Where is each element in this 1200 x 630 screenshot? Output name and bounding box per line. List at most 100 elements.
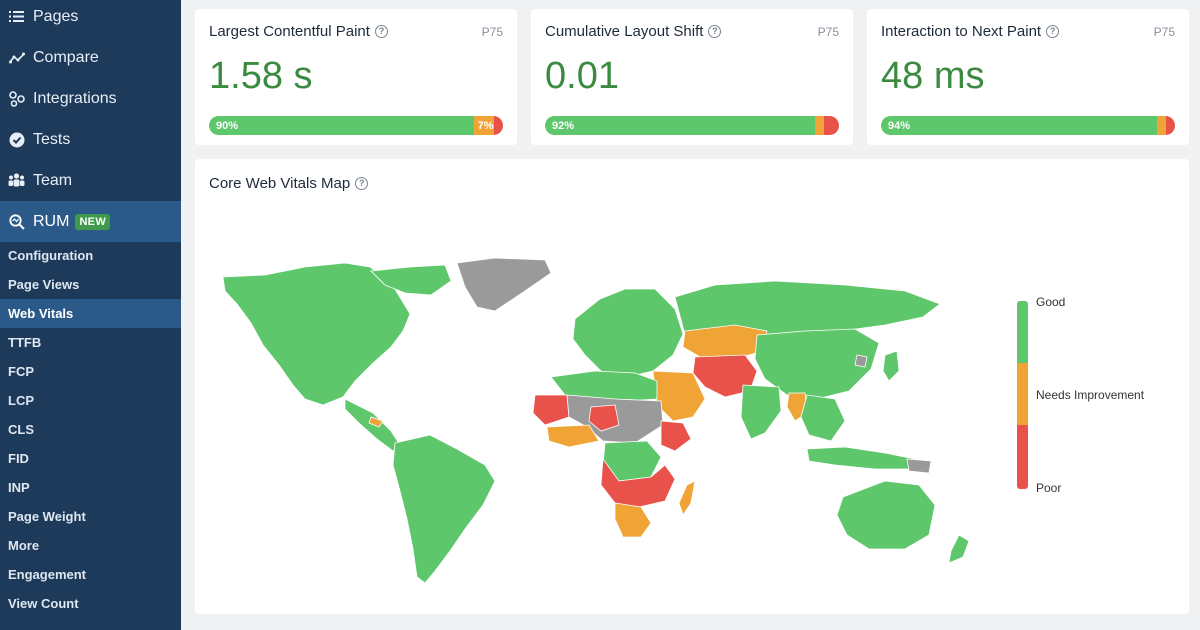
nav-integrations[interactable]: Integrations <box>0 78 181 119</box>
region-india[interactable] <box>740 384 782 440</box>
world-map <box>222 257 970 584</box>
nav-pages[interactable]: Pages <box>0 0 181 37</box>
integrations-icon <box>8 90 25 107</box>
legend-needs-improvement-swatch <box>1017 363 1028 425</box>
needs-improvement-segment: 7% <box>473 116 495 135</box>
metric-card-inp: Interaction to Next Paint ? P75 48 ms 94… <box>867 9 1189 145</box>
metric-title: Largest Contentful Paint ? <box>209 23 388 40</box>
rum-submenu: Configuration Page Views Web Vitals TTFB… <box>0 241 181 618</box>
help-icon[interactable]: ? <box>708 25 722 38</box>
region-europe[interactable] <box>572 288 684 378</box>
good-segment: 94% <box>881 116 1158 135</box>
compare-icon <box>8 49 25 66</box>
region-north-america[interactable] <box>222 262 411 406</box>
submenu-inp[interactable]: INP <box>8 480 30 495</box>
region-southern-africa-orange[interactable] <box>614 502 652 538</box>
submenu-lcp[interactable]: LCP <box>8 393 34 408</box>
nav-team[interactable]: Team <box>0 160 181 201</box>
map-title-text: Core Web Vitals Map <box>209 175 351 192</box>
region-middle-east-poor[interactable] <box>692 354 758 398</box>
submenu-ttfb[interactable]: TTFB <box>8 335 42 350</box>
legend-poor-label: Poor <box>1036 481 1062 495</box>
submenu-page-views[interactable]: Page Views <box>8 277 80 292</box>
good-segment: 92% <box>545 116 816 135</box>
metric-title: Interaction to Next Paint ? <box>881 23 1060 40</box>
good-segment: 90% <box>209 116 474 135</box>
nav-team-label: Team <box>33 171 73 189</box>
nav-compare[interactable]: Compare <box>0 37 181 78</box>
submenu-fid[interactable]: FID <box>8 451 29 466</box>
region-korea-gray[interactable] <box>854 354 868 368</box>
submenu-cls[interactable]: CLS <box>8 422 34 437</box>
submenu-view-count[interactable]: View Count <box>8 596 79 611</box>
percentile-label: P75 <box>817 24 839 39</box>
rum-search-icon <box>8 213 25 230</box>
region-new-guinea-gray[interactable] <box>906 458 932 474</box>
legend-good-swatch <box>1017 301 1028 363</box>
region-nigeria-poor[interactable] <box>588 404 620 432</box>
region-west-africa-poor[interactable] <box>532 394 570 426</box>
poor-segment <box>824 116 839 135</box>
nav-integrations-label: Integrations <box>33 89 117 107</box>
help-icon[interactable]: ? <box>1046 25 1060 38</box>
metric-value: 48 ms <box>881 55 985 97</box>
region-central-america[interactable] <box>344 398 401 452</box>
region-east-asia[interactable] <box>754 328 880 400</box>
region-east-africa-poor[interactable] <box>660 420 692 452</box>
legend-good-label: Good <box>1036 295 1066 309</box>
region-central-africa-poor[interactable] <box>600 457 676 508</box>
map-legend: Good Needs Improvement Poor <box>1017 295 1177 495</box>
help-icon[interactable]: ? <box>355 177 369 190</box>
region-indonesia[interactable] <box>806 446 916 470</box>
metric-value: 1.58 s <box>209 55 313 97</box>
region-central-america-orange[interactable] <box>368 416 384 428</box>
poor-segment <box>494 116 503 135</box>
metric-title-text: Interaction to Next Paint <box>881 23 1042 40</box>
region-central-asia[interactable] <box>682 324 768 360</box>
nav-tests-label: Tests <box>33 130 71 148</box>
submenu-page-weight[interactable]: Page Weight <box>8 509 86 524</box>
nav-tests[interactable]: Tests <box>0 119 181 160</box>
metric-title: Cumulative Layout Shift ? <box>545 23 722 40</box>
sidebar: Pages Compare Integrations Tests Team <box>0 0 181 630</box>
web-vitals-map-card: Core Web Vitals Map ? <box>195 159 1189 614</box>
metric-card-lcp: Largest Contentful Paint ? P75 1.58 s 90… <box>195 9 517 145</box>
legend-color-bar <box>1017 301 1028 489</box>
help-icon[interactable]: ? <box>374 25 388 38</box>
metric-value: 0.01 <box>545 55 619 97</box>
submenu-engagement[interactable]: Engagement <box>8 567 87 582</box>
region-new-zealand[interactable] <box>948 534 970 564</box>
distribution-bar: 92% <box>545 116 839 135</box>
region-greenland[interactable] <box>456 257 552 312</box>
new-badge: NEW <box>75 213 111 230</box>
submenu-more[interactable]: More <box>8 538 40 553</box>
region-south-america[interactable] <box>392 434 496 584</box>
map-title: Core Web Vitals Map ? <box>209 175 369 192</box>
region-australia[interactable] <box>836 480 936 550</box>
region-japan[interactable] <box>882 350 900 382</box>
submenu-configuration[interactable]: Configuration <box>8 248 94 263</box>
region-southeast-asia[interactable] <box>800 394 846 442</box>
percentile-label: P75 <box>481 24 503 39</box>
nav-compare-label: Compare <box>33 48 99 66</box>
submenu-fcp[interactable]: FCP <box>8 364 34 379</box>
submenu-web-vitals[interactable]: Web Vitals <box>0 299 181 328</box>
list-icon <box>8 8 25 25</box>
nav-rum-label: RUM <box>33 212 70 230</box>
region-arctic-islands[interactable] <box>370 264 452 296</box>
poor-segment <box>1166 116 1175 135</box>
region-madagascar-orange[interactable] <box>678 480 696 516</box>
nav-pages-label: Pages <box>33 7 79 25</box>
needs-improvement-segment <box>815 116 825 135</box>
needs-improvement-segment <box>1157 116 1167 135</box>
distribution-bar: 94% <box>881 116 1175 135</box>
region-west-africa-orange[interactable] <box>546 424 600 448</box>
distribution-bar: 90% 7% <box>209 116 503 135</box>
legend-needs-improvement-label: Needs Improvement <box>1036 388 1145 402</box>
metric-title-text: Cumulative Layout Shift <box>545 23 704 40</box>
percentile-label: P75 <box>1153 24 1175 39</box>
team-icon <box>8 172 25 189</box>
legend-poor-swatch <box>1017 425 1028 489</box>
nav-rum[interactable]: RUM NEW <box>0 201 181 242</box>
check-circle-icon <box>8 131 25 148</box>
